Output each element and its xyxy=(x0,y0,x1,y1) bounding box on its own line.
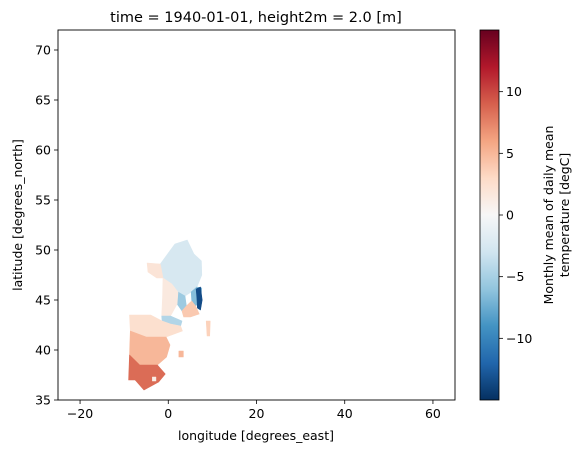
heatmap-region xyxy=(195,286,203,311)
y-tick-label: 55 xyxy=(35,193,51,208)
colorbar-tick-label: 5 xyxy=(506,146,514,161)
y-tick-label: 50 xyxy=(35,243,51,258)
colorbar-label-line-1: Monthly mean of daily mean xyxy=(541,126,556,305)
colorbar-tick-label: −5 xyxy=(506,269,524,284)
chart-title: time = 1940-01-01, height2m = 2.0 [m] xyxy=(110,10,402,26)
x-tick-label: 0 xyxy=(164,406,172,421)
y-tick-label: 35 xyxy=(35,393,51,408)
y-axis: 35 40 45 50 55 60 65 70 xyxy=(35,43,58,408)
x-tick-label: 20 xyxy=(249,406,265,421)
heatmap-region xyxy=(152,376,157,382)
y-axis-label: latitude [degrees_north] xyxy=(10,139,25,291)
heatmap-region xyxy=(146,262,164,279)
y-tick-label: 40 xyxy=(35,343,51,358)
colorbar xyxy=(479,29,500,401)
x-axis-label: longitude [degrees_east] xyxy=(178,428,334,443)
heatmap-region xyxy=(205,320,211,337)
colorbar-axis: −10 −5 0 5 10 xyxy=(499,84,532,346)
x-tick-label: 60 xyxy=(425,406,441,421)
plot-area xyxy=(58,30,455,400)
heatmap-region xyxy=(181,300,200,318)
heatmap-layer xyxy=(128,239,211,391)
x-tick-label: −20 xyxy=(67,406,93,421)
x-axis: −20 0 20 40 60 xyxy=(67,400,441,421)
colorbar-label-line-2: temperature [degC] xyxy=(557,153,572,278)
y-tick-label: 70 xyxy=(35,43,51,58)
y-tick-label: 45 xyxy=(35,293,51,308)
colorbar-tick-label: 0 xyxy=(506,208,514,223)
colorbar-tick-label: 10 xyxy=(506,84,522,99)
y-tick-label: 60 xyxy=(35,143,51,158)
y-tick-label: 65 xyxy=(35,93,51,108)
heatmap-region xyxy=(178,350,184,358)
x-tick-label: 40 xyxy=(337,406,353,421)
colorbar-tick-label: −10 xyxy=(506,331,532,346)
heatmap-region xyxy=(161,277,179,317)
